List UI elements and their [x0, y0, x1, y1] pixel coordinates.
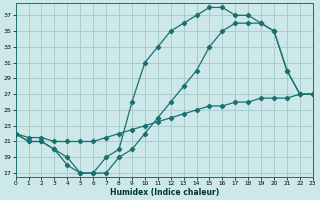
X-axis label: Humidex (Indice chaleur): Humidex (Indice chaleur) — [109, 188, 219, 197]
